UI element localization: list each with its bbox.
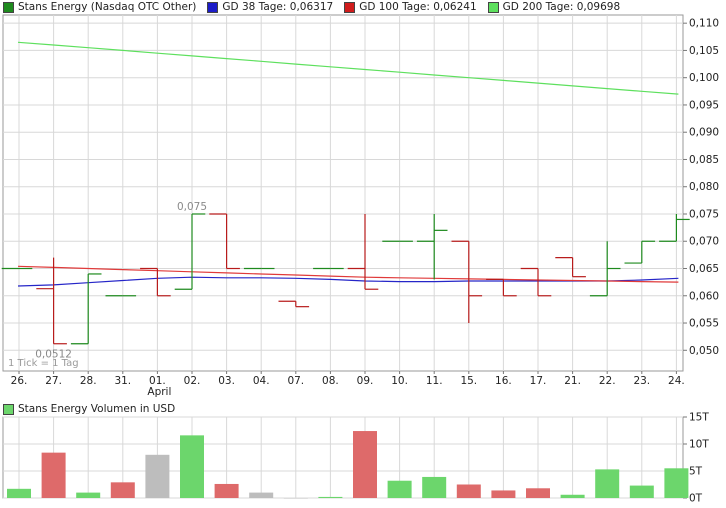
volume-bar — [214, 483, 239, 498]
x-tick-label: 17. — [530, 375, 547, 387]
volume-y-tick-label: 0T — [689, 493, 703, 505]
price-y-tick-label: 0,050 — [689, 345, 719, 357]
volume-bar — [664, 468, 689, 498]
x-tick-label: 11. — [426, 375, 443, 387]
price-panel — [2, 14, 684, 372]
price-y-tick-label: 0,085 — [689, 154, 719, 166]
x-tick-label: 02. — [184, 375, 201, 387]
volume-bar — [7, 488, 31, 498]
x-tick-label: 15. — [460, 375, 477, 387]
volume-y-tick-label: 10T — [689, 439, 709, 451]
volume-bar — [283, 498, 308, 499]
volume-bar — [526, 488, 550, 498]
volume-bar — [249, 492, 274, 498]
high-annotation: 0,075 — [177, 201, 207, 213]
x-tick-label: 22. — [599, 375, 616, 387]
legend-label-gd38: GD 38 Tage: 0,06317 — [222, 1, 334, 13]
tick-note: 1 Tick = 1 Tag — [8, 358, 79, 369]
price-y-tick-label: 0,080 — [689, 181, 719, 193]
x-tick-label: 27. — [45, 375, 62, 387]
legend-label-volume: Stans Energy Volumen in USD — [18, 403, 176, 415]
volume-bar — [180, 435, 204, 498]
volume-bar — [110, 482, 135, 498]
legend-swatch-gd38 — [207, 1, 219, 13]
price-y-tick-label: 0,060 — [689, 290, 719, 302]
legend-label-gd100: GD 100 Tage: 0,06241 — [359, 1, 477, 13]
low-annotation: 0,0512 — [35, 349, 72, 361]
price-y-tick-label: 0,065 — [689, 263, 719, 275]
legend-swatch-gd200 — [487, 1, 499, 13]
x-tick-label: 10. — [391, 375, 408, 387]
price-y-tick-label: 0,055 — [689, 318, 719, 330]
volume-bar — [41, 452, 66, 498]
x-tick-label: 16. — [495, 375, 512, 387]
volume-y-tick-label: 15T — [689, 412, 709, 424]
x-tick-label: 03. — [218, 375, 235, 387]
volume-bar — [629, 485, 654, 498]
x-tick-label: 23. — [633, 375, 650, 387]
x-tick-label: 24. — [668, 375, 685, 387]
x-tick-label: 31. — [114, 375, 131, 387]
price-y-tick-label: 0,110 — [689, 18, 719, 30]
legend-item-gd200: GD 200 Tage: 0,09698 — [485, 1, 620, 13]
x-tick-label: 21. — [564, 375, 581, 387]
volume-bar — [387, 480, 412, 498]
volume-y-tick-label: 5T — [689, 466, 703, 478]
gd100-line — [17, 265, 679, 283]
x-tick-label: 07. — [287, 375, 304, 387]
x-tick-label: 08. — [322, 375, 339, 387]
price-y-tick-label: 0,075 — [689, 208, 719, 220]
volume-bar — [76, 492, 101, 498]
legend-swatch-gd100 — [344, 1, 356, 13]
legend-item-gd100: GD 100 Tage: 0,06241 — [341, 1, 477, 13]
price-y-tick-label: 0,105 — [689, 45, 719, 57]
price-y-tick-label: 0,090 — [689, 127, 719, 139]
volume-bar — [422, 476, 447, 498]
price-y-tick-label: 0,100 — [689, 72, 719, 84]
volume-bar — [491, 490, 516, 498]
x-tick-label: 01. — [149, 375, 166, 387]
price-y-tick-label: 0,070 — [689, 236, 719, 248]
x-tick-label: 26. — [11, 375, 28, 387]
volume-bar — [353, 431, 377, 498]
volume-bar — [560, 494, 585, 498]
volume-bar — [456, 484, 481, 498]
legend-swatch-volume — [3, 403, 14, 415]
legend-swatch-stock — [3, 1, 14, 13]
gd200-line — [17, 41, 679, 95]
volume-bar — [318, 496, 343, 498]
volume-bar — [595, 469, 620, 498]
x-tick-label: 28. — [80, 375, 97, 387]
legend-label-stock: Stans Energy (Nasdaq OTC Other) — [18, 1, 197, 13]
x-tick-label: 04. — [253, 375, 270, 387]
price-legend: Stans Energy (Nasdaq OTC Other) GD 38 Ta… — [0, 0, 628, 14]
volume-legend: Stans Energy Volumen in USD — [0, 402, 175, 416]
price-y-tick-label: 0,095 — [689, 99, 719, 111]
volume-panel — [2, 416, 684, 499]
volume-bar — [145, 454, 170, 498]
legend-item-stock: Stans Energy (Nasdaq OTC Other) — [0, 1, 196, 13]
x-tick-sublabel: April — [147, 386, 171, 398]
x-tick-label: 09. — [357, 375, 374, 387]
legend-item-gd38: GD 38 Tage: 0,06317 — [204, 1, 333, 13]
legend-label-gd200: GD 200 Tage: 0,09698 — [502, 1, 621, 13]
